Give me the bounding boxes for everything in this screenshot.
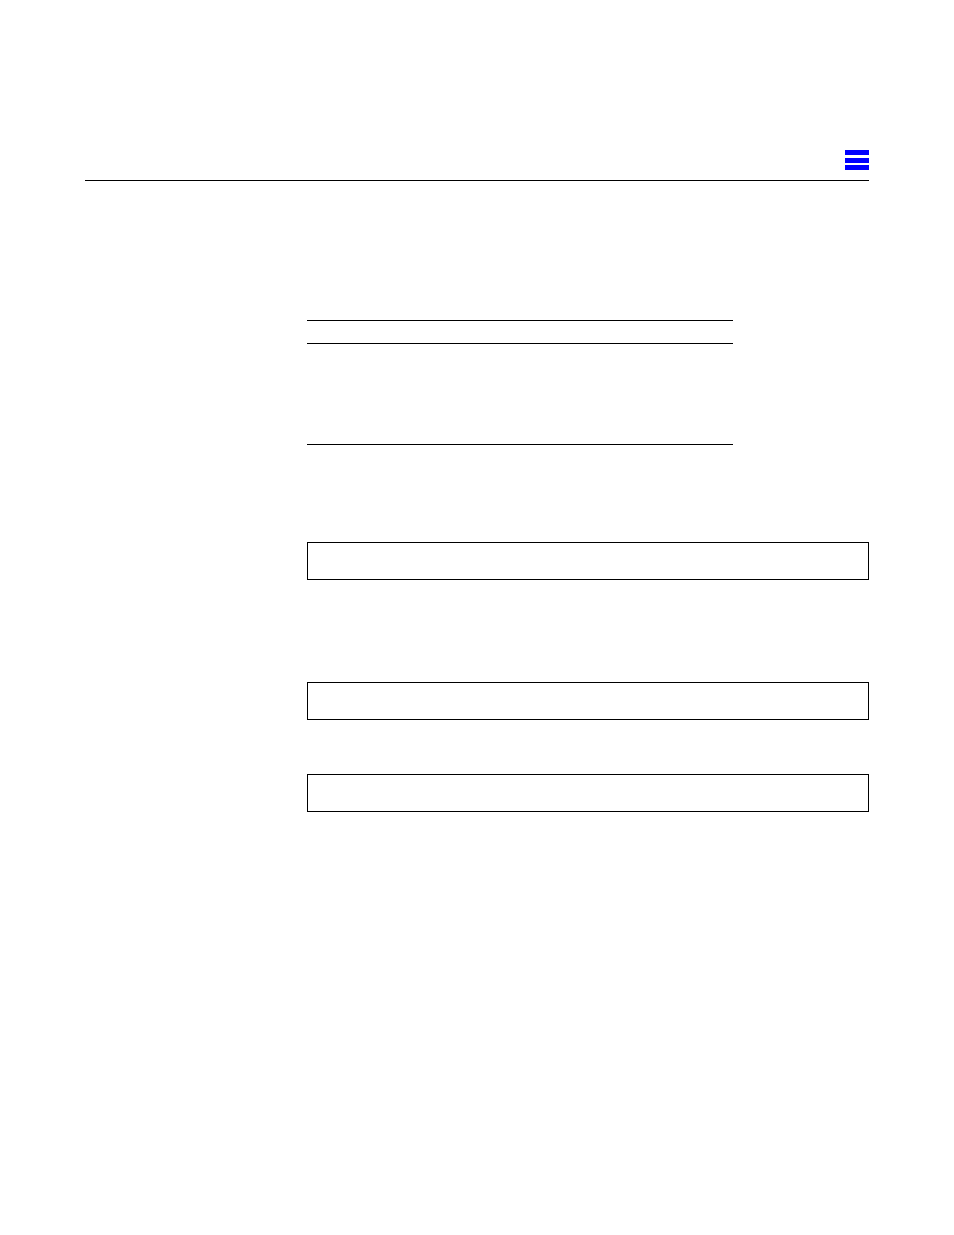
code-box-2: [307, 682, 869, 720]
header-rule: [85, 180, 869, 181]
menu-bar: [845, 158, 869, 163]
table-caption: [307, 300, 733, 321]
content-column: [307, 300, 869, 848]
summary-table: [307, 300, 733, 446]
menu-bar: [845, 150, 869, 155]
code-box-1: [307, 542, 869, 580]
code-box-3: [307, 774, 869, 812]
table-body: [307, 344, 733, 444]
table-header-row: [307, 321, 733, 344]
menu-icon[interactable]: [845, 150, 869, 170]
page: [0, 0, 954, 1235]
menu-bar: [845, 165, 869, 170]
